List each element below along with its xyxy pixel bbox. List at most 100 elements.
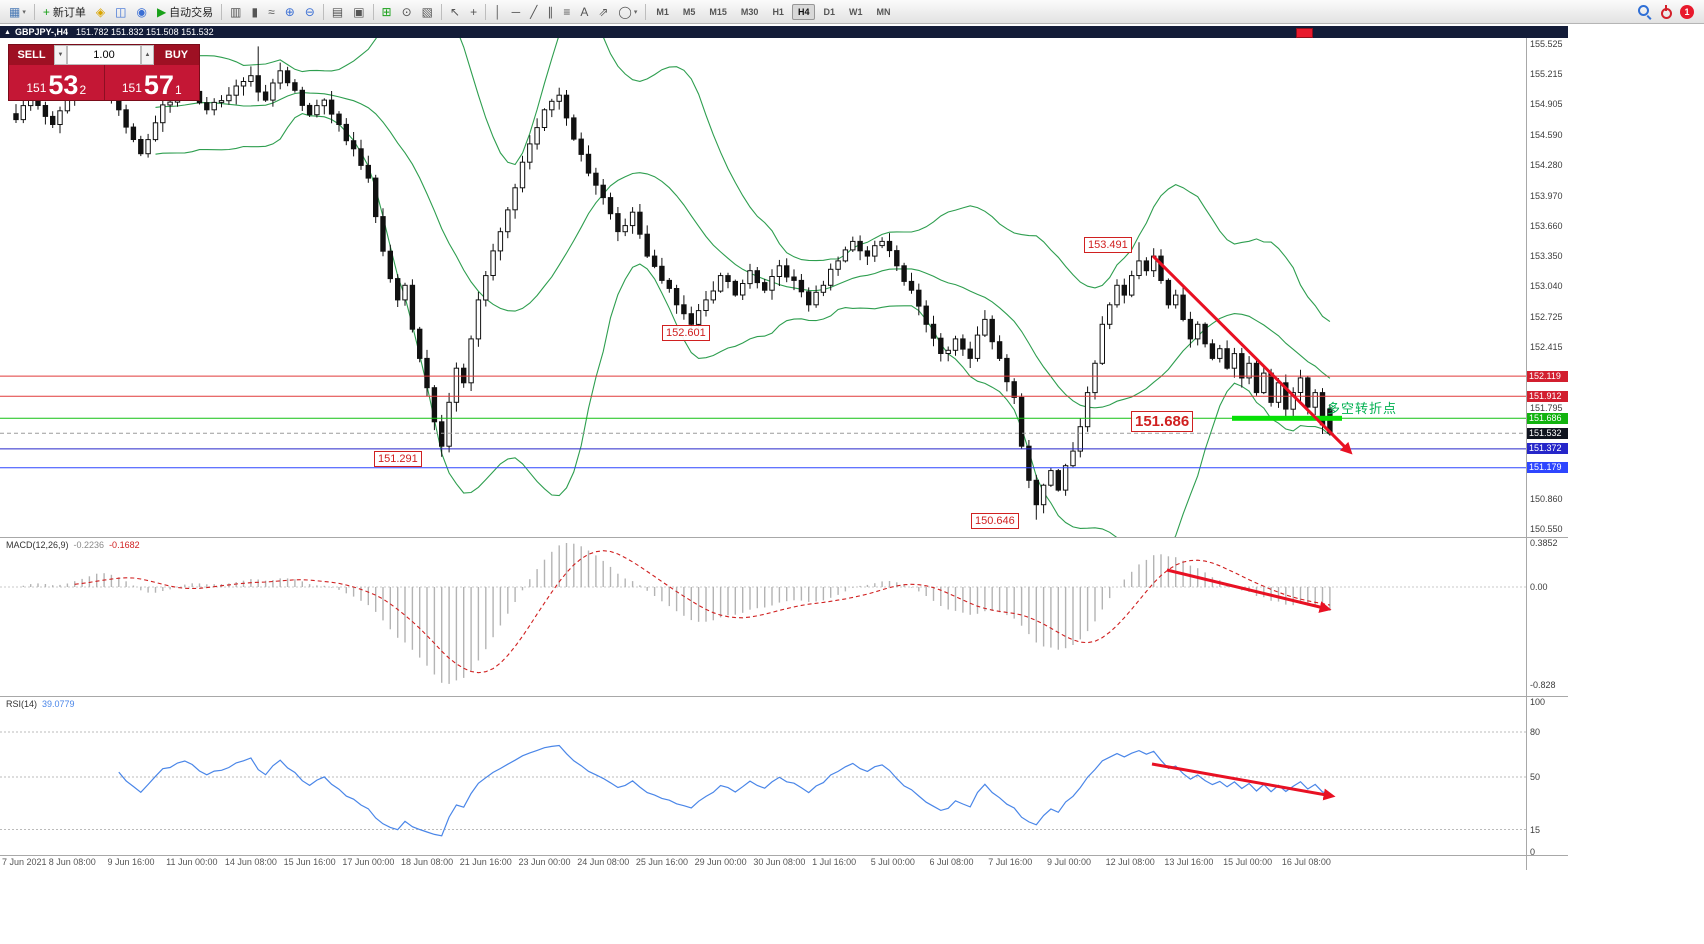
tile-windows-button[interactable]: ▤ [328, 1, 347, 23]
chart-title: GBPJPY-,H4 [14, 27, 68, 37]
toolbar-right: 1 [1638, 4, 1700, 19]
notification-badge[interactable]: 1 [1680, 4, 1694, 19]
vertical-line-icon: │ [494, 4, 502, 19]
vertical-line-button[interactable]: │ [490, 1, 506, 23]
volume-input[interactable] [67, 45, 141, 65]
rsi-separator[interactable] [0, 696, 1568, 697]
arrow-tool-icon: ⇗ [598, 4, 609, 19]
profiles-button[interactable]: ◈ [92, 1, 109, 23]
toolbar-separator [322, 3, 324, 20]
indicators-icon: ⊞ [381, 4, 392, 19]
zoom-out-button[interactable]: ⊖ [301, 1, 319, 23]
market-watch-button[interactable]: ◫ [111, 1, 130, 23]
time-axis-label: 29 Jun 00:00 [694, 857, 747, 867]
trend-note: 多空转折点 [1327, 401, 1398, 416]
line-chart-button[interactable]: ≈ [264, 1, 279, 23]
rsi-axis-tick: 0 [1530, 847, 1536, 857]
candle-chart-icon: ▮ [251, 4, 259, 19]
trendline-icon: ╱ [530, 4, 538, 19]
search-icon[interactable] [1638, 4, 1652, 19]
macd-axis-tick: 0.3852 [1530, 538, 1558, 548]
timeframe-w1-button[interactable]: W1 [848, 6, 863, 17]
timeframe-d1-button[interactable]: D1 [823, 6, 835, 17]
chart-icon: ▲ [4, 28, 11, 36]
fibonacci-button[interactable]: ≡ [559, 1, 574, 23]
macd-label: MACD(12,26,9) -0.2236 -0.1682 [6, 540, 140, 550]
cascade-windows-button[interactable]: ▣ [349, 1, 368, 23]
timeframe-m5-button[interactable]: M5 [682, 6, 696, 17]
power-icon[interactable] [1659, 4, 1673, 19]
chart-title-bar: ▲ GBPJPY-,H4 151.782 151.832 151.508 151… [0, 26, 1568, 38]
timeframe-h1-button[interactable]: H1 [772, 6, 784, 17]
templates-button[interactable]: ▧ [418, 1, 437, 23]
arrow-tool-button[interactable]: ⇗ [594, 1, 612, 23]
trendline-button[interactable]: ╱ [526, 1, 541, 23]
macd-value-signal: -0.1682 [109, 540, 140, 550]
sell-button[interactable]: SELL [9, 45, 54, 65]
buy-price-big: 57 [143, 70, 174, 101]
periods-button[interactable]: ⊙ [398, 1, 416, 23]
bar-chart-button[interactable]: ▥ [226, 1, 245, 23]
macd-separator[interactable] [0, 537, 1568, 538]
toolbar-separator [372, 3, 374, 20]
buy-price[interactable]: 151 57 1 [105, 65, 200, 100]
periods-icon: ⊙ [401, 4, 412, 19]
time-axis-label: 21 Jun 16:00 [459, 857, 512, 867]
shapes-button[interactable]: ◯ ▾ [614, 1, 641, 23]
price-callout: 151.291 [374, 451, 422, 467]
price-callout: 150.646 [971, 513, 1019, 529]
macd-value-main: -0.2236 [73, 540, 105, 550]
new-chart-button[interactable]: ▦ ▾ [5, 1, 30, 23]
trade-panel-divider [103, 65, 105, 100]
channel-button[interactable]: ∥ [543, 1, 557, 23]
horizontal-line-icon: ─ [511, 4, 521, 19]
volume-increase-button[interactable]: ▲ [141, 45, 154, 65]
autotrading-button[interactable]: ▶ 自动交易 [153, 1, 217, 23]
text-button[interactable]: A [576, 1, 592, 23]
time-axis-label: 18 Jun 08:00 [401, 857, 454, 867]
sell-price[interactable]: 151 53 2 [9, 65, 104, 100]
buy-button[interactable]: BUY [154, 45, 199, 65]
timeframe-m15-button[interactable]: M15 [709, 6, 727, 17]
timeframe-mn-button[interactable]: MN [876, 6, 891, 17]
timeframe-m1-button[interactable]: M1 [656, 6, 669, 17]
crosshair-icon: + [470, 4, 478, 19]
horizontal-line-button[interactable]: ─ [508, 1, 525, 23]
sell-price-prefix: 151 [26, 81, 47, 95]
time-axis-label: 14 Jun 08:00 [224, 857, 277, 867]
chart-ohlc-values: 151.782 151.832 151.508 151.532 [75, 27, 214, 37]
rsi-panel[interactable] [0, 696, 1526, 855]
zoom-in-button[interactable]: ⊕ [281, 1, 299, 23]
price-axis-separator [1526, 38, 1527, 870]
timeframe-m30-button[interactable]: M30 [740, 6, 759, 17]
templates-icon: ▧ [421, 4, 433, 19]
time-axis-label: 12 Jul 08:00 [1105, 857, 1155, 867]
price-axis-tick: 152.725 [1530, 312, 1563, 322]
cursor-button[interactable]: ↖ [446, 1, 464, 23]
price-axis-tag: 151.179 [1527, 462, 1568, 474]
main-chart[interactable] [0, 38, 1526, 537]
profiles-icon: ◈ [95, 4, 106, 19]
candle-chart-button[interactable]: ▮ [248, 1, 263, 23]
toolbar-separator [33, 3, 35, 20]
title-bar-red-button[interactable] [1296, 28, 1313, 38]
navigator-button[interactable]: ◉ [132, 1, 150, 23]
macd-panel[interactable] [0, 537, 1526, 696]
time-axis-label: 15 Jul 00:00 [1223, 857, 1273, 867]
price-axis-tick: 153.970 [1530, 190, 1563, 201]
time-axis-label: 17 Jun 00:00 [342, 857, 395, 867]
toolbar-separator [485, 3, 487, 20]
volume-decrease-button[interactable]: ▼ [54, 45, 67, 65]
crosshair-button[interactable]: + [466, 1, 481, 23]
time-axis-label: 13 Jul 16:00 [1164, 857, 1214, 867]
rsi-axis-tick: 100 [1530, 697, 1546, 707]
trade-panel-prices: 151 53 2 151 57 1 [9, 65, 199, 100]
new-order-button[interactable]: + 新订单 [39, 1, 90, 23]
time-axis-label: 7 Jun 2021 [2, 857, 47, 867]
buy-price-sup: 1 [174, 83, 182, 97]
indicators-button[interactable]: ⊞ [378, 1, 396, 23]
autotrading-button-label: 自动交易 [169, 6, 214, 19]
timeframe-h4-button[interactable]: H4 [791, 3, 816, 20]
chevron-down-icon: ▾ [22, 8, 26, 16]
